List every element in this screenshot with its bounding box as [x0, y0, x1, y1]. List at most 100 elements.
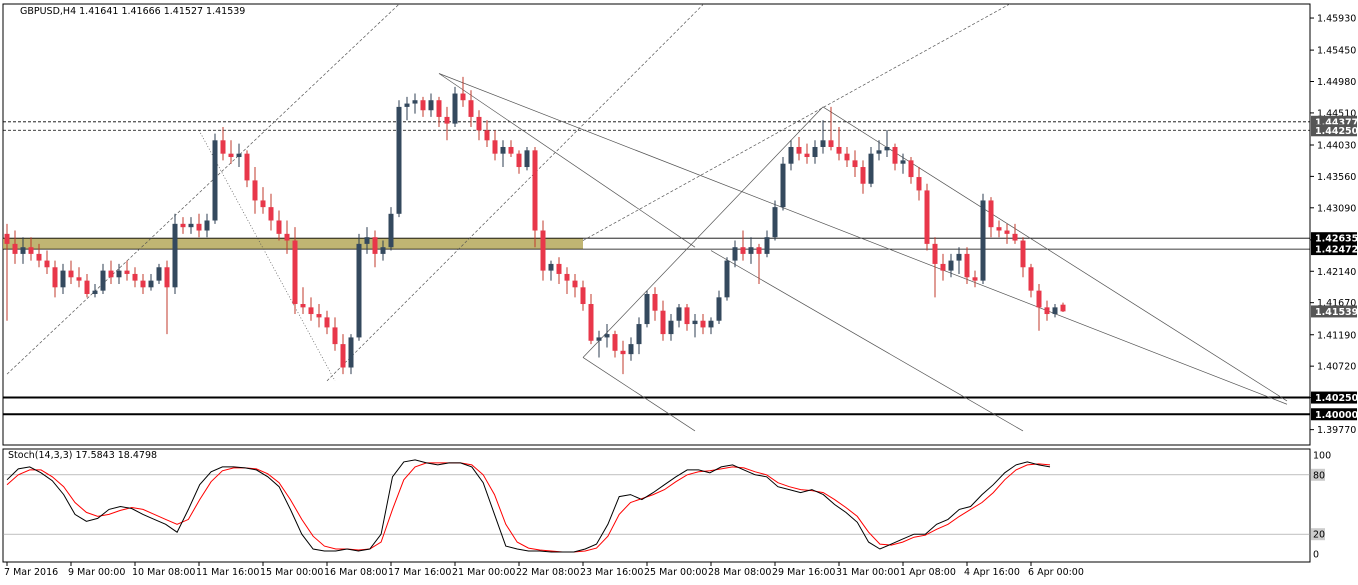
- bear-candle: [420, 96, 426, 117]
- price-tick-label: 1.44980: [1317, 77, 1356, 88]
- time-tick-label: 1 Apr 08:00: [900, 567, 956, 578]
- price-label-text: 1.40000: [1315, 410, 1358, 421]
- bear-candle: [1012, 223, 1018, 244]
- bear-candle: [660, 300, 666, 341]
- bear-candle: [4, 223, 10, 321]
- bear-candle: [972, 270, 978, 288]
- bull-candle: [692, 314, 698, 338]
- bull-candle: [396, 100, 402, 218]
- bull-candle: [356, 233, 362, 341]
- bear-candle: [308, 297, 314, 321]
- bull-candle: [452, 86, 458, 127]
- bull-candle: [596, 330, 602, 358]
- time-tick-label: 6 Apr 00:00: [1028, 567, 1084, 578]
- bear-candle: [268, 193, 274, 231]
- bear-candle: [180, 217, 186, 234]
- bear-candle: [940, 253, 946, 281]
- bear-candle: [652, 287, 658, 321]
- bull-candle: [764, 230, 770, 258]
- stochastic-level-box: [1311, 468, 1325, 481]
- bear-candle: [572, 273, 578, 298]
- bull-candle: [524, 146, 530, 171]
- stochastic-tick-label: 80: [1313, 470, 1325, 481]
- bull-candle: [20, 237, 26, 264]
- time-tick-label: 29 Mar 16:00: [772, 567, 835, 578]
- bear-candle: [588, 293, 594, 345]
- stochastic-pane[interactable]: 100 80 20 0: [2, 448, 1331, 563]
- trend-line: [198, 130, 336, 382]
- bull-candle: [876, 140, 882, 161]
- bear-candle: [12, 230, 18, 264]
- bear-candle: [996, 220, 1002, 238]
- bear-candle: [484, 120, 490, 147]
- bear-candle: [964, 247, 970, 284]
- bull-candle: [204, 213, 210, 238]
- bear-candle: [860, 160, 866, 194]
- bull-candle: [676, 304, 682, 328]
- price-label-box: [1311, 408, 1357, 421]
- trend-line: [438, 73, 1288, 405]
- time-tick-label: 23 Mar 16:00: [580, 567, 643, 578]
- bear-candle: [460, 76, 466, 107]
- bear-candle: [332, 317, 338, 351]
- price-label-text: 1.41539: [1315, 307, 1358, 318]
- bear-candle: [756, 243, 762, 284]
- bull-candle: [628, 337, 634, 361]
- bull-candle: [788, 140, 794, 171]
- stochastic-tick-label: 100: [1313, 451, 1331, 462]
- trend-line: [710, 250, 1024, 432]
- price-label-box: [1311, 124, 1357, 137]
- price-label-text: 1.44250: [1315, 126, 1358, 137]
- bull-candle: [60, 263, 66, 294]
- bull-candle: [732, 240, 738, 268]
- bull-candle: [348, 334, 354, 375]
- bull-candle: [748, 237, 754, 264]
- bull-candle: [956, 247, 962, 274]
- bull-candle: [636, 317, 642, 355]
- time-tick-label: 11 Mar 16:00: [196, 567, 259, 578]
- price-tick-label: 1.44030: [1317, 140, 1356, 151]
- trend-line: [438, 73, 696, 248]
- bull-candle: [188, 217, 194, 234]
- bull-candle: [100, 263, 106, 294]
- bull-candle: [412, 93, 418, 114]
- bull-candle: [948, 253, 954, 278]
- bear-candle: [804, 143, 810, 164]
- bear-candle: [836, 126, 842, 161]
- price-tick-label: 1.40720: [1317, 362, 1356, 373]
- trend-line: [326, 4, 705, 382]
- bear-candle: [1028, 263, 1034, 298]
- bear-candle: [124, 260, 130, 281]
- trend-line: [582, 357, 696, 432]
- bear-candle: [828, 106, 834, 151]
- bull-candle: [868, 146, 874, 188]
- bull-candle: [364, 227, 370, 254]
- bear-candle: [36, 243, 42, 268]
- bear-candle: [740, 230, 746, 261]
- bear-candle: [52, 260, 58, 298]
- bear-candle: [220, 126, 226, 161]
- bear-candle: [28, 237, 34, 261]
- price-label-text: 1.44377: [1315, 117, 1358, 128]
- bull-candle: [716, 290, 722, 325]
- bear-candle: [132, 267, 138, 288]
- bull-candle: [236, 143, 242, 168]
- time-tick-label: 4 Apr 16:00: [964, 567, 1020, 578]
- bear-candle: [316, 304, 322, 328]
- price-tick-label: 1.41670: [1317, 298, 1356, 309]
- price-label-box: [1311, 232, 1357, 245]
- price-label-box: [1311, 391, 1357, 404]
- time-tick-label: 9 Mar 00:00: [68, 567, 125, 578]
- bull-candle: [172, 213, 178, 294]
- bear-candle: [164, 260, 170, 335]
- bear-candle: [684, 304, 690, 331]
- chart-title: GBPUSD,H4 1.41641 1.41666 1.41527 1.4153…: [20, 6, 245, 17]
- bear-candle: [444, 106, 450, 141]
- bear-candle: [276, 210, 282, 241]
- bear-candle: [796, 136, 802, 161]
- bear-candle: [1020, 237, 1026, 278]
- bear-candle: [140, 273, 146, 294]
- price-pane[interactable]: [2, 0, 1311, 446]
